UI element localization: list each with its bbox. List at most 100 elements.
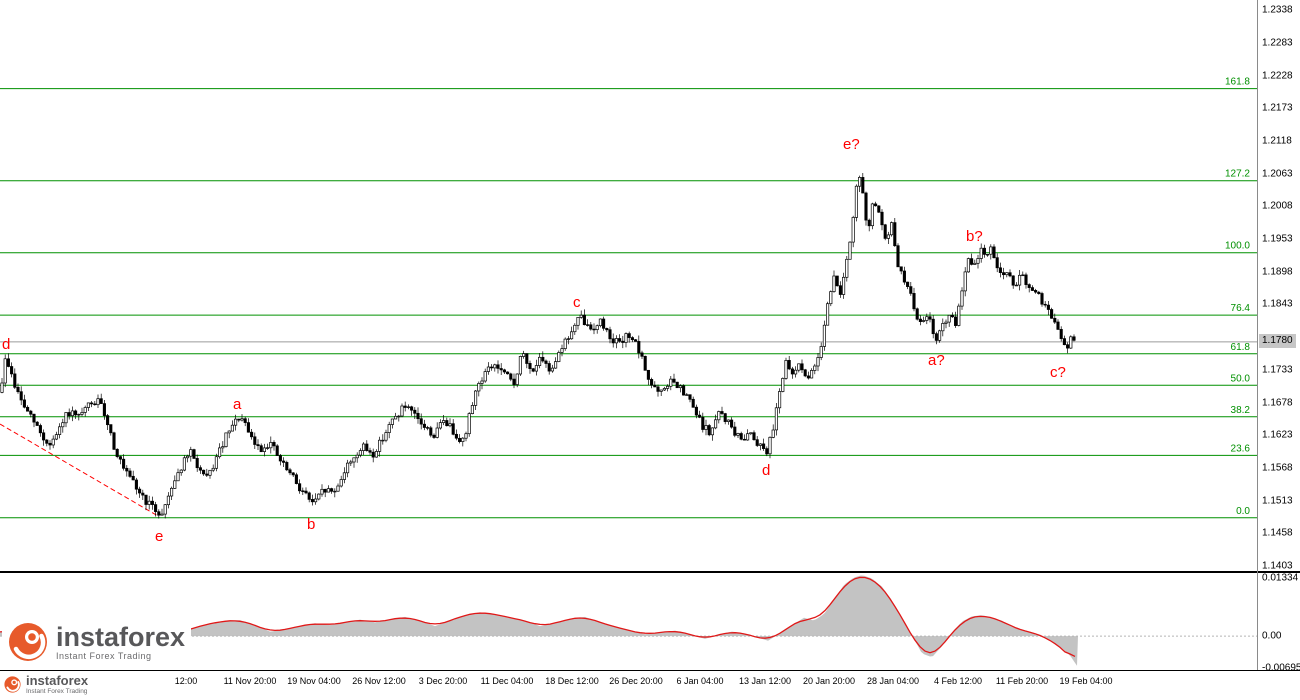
candle-body <box>1037 291 1041 294</box>
time-tick-label: 20 Jan 20:00 <box>802 676 856 686</box>
candle-body <box>390 418 394 425</box>
time-tick-label: 3 Dec 20:00 <box>418 676 468 686</box>
candle-body <box>1005 272 1009 276</box>
candle-body <box>182 457 186 471</box>
candle-body <box>333 490 337 493</box>
candle-body <box>384 432 388 441</box>
candle-body <box>534 365 538 372</box>
candle-body <box>730 419 734 428</box>
oscillator-scale-label: 0.01334 <box>1262 572 1299 584</box>
candle-body <box>733 426 737 436</box>
candle-body <box>525 353 529 364</box>
candle-body <box>531 368 535 372</box>
price-tick-label: 1.1513 <box>1262 495 1293 507</box>
candle-body <box>454 433 458 439</box>
candle-body <box>579 314 583 318</box>
candle-body <box>442 420 446 423</box>
candle-body <box>163 504 167 515</box>
candle-body <box>150 500 154 505</box>
candle-body <box>202 469 206 475</box>
candle-body <box>518 356 522 375</box>
brand-name: instaforex <box>56 621 186 652</box>
instaforex-watermark: instaforex Instant Forex Trading <box>2 619 192 665</box>
candle-body <box>992 246 996 259</box>
candle-body <box>240 418 244 421</box>
candle-body <box>192 449 196 459</box>
candle-body <box>288 469 292 474</box>
candle-body <box>752 432 756 441</box>
scale-separator <box>1257 0 1258 670</box>
candle-body <box>464 433 468 439</box>
candle-body <box>1072 336 1076 341</box>
candle-body <box>374 451 378 458</box>
candle-body <box>147 500 151 505</box>
time-tick-label: 11 Dec 04:00 <box>480 676 534 686</box>
candle-body <box>822 324 826 347</box>
candle-body <box>326 488 330 493</box>
candle-body <box>32 413 36 423</box>
candle-body <box>58 426 62 435</box>
candle-body <box>928 316 932 320</box>
candle-body <box>1011 275 1015 286</box>
candle-body <box>915 308 919 320</box>
candle-body <box>550 367 554 372</box>
candle-body <box>611 338 615 344</box>
candle-body <box>778 391 782 409</box>
candle-body <box>842 276 846 295</box>
candle-body <box>131 475 135 481</box>
candle-body <box>483 371 487 382</box>
candle-body <box>189 449 193 457</box>
candle-body <box>902 270 906 283</box>
candle-body <box>118 456 122 460</box>
candle-body <box>758 443 762 446</box>
candle-body <box>826 303 830 326</box>
candle-body <box>448 423 452 427</box>
candle-body <box>874 203 878 207</box>
candle-body <box>1040 293 1044 305</box>
candle-body <box>349 461 353 464</box>
candle-body <box>739 433 743 440</box>
candle-body <box>10 366 14 375</box>
fib-level-label: 61.8 <box>1231 342 1251 353</box>
candle-body <box>659 389 663 392</box>
candle-body <box>1021 274 1025 277</box>
candle-body <box>554 361 558 369</box>
candle-body <box>221 446 225 449</box>
candle-body <box>704 425 708 430</box>
candle-body <box>675 381 679 389</box>
candle-body <box>624 333 628 343</box>
candle-body <box>38 425 42 434</box>
candle-body <box>726 419 730 422</box>
candle-body <box>112 432 116 450</box>
time-axis[interactable]: 12:00 11 Nov 20:00 19 Nov 04:00 26 Nov 12:0… <box>0 674 1300 700</box>
candle-body <box>755 439 759 446</box>
candle-body <box>698 414 702 418</box>
candle-body <box>387 424 391 433</box>
candle-body <box>829 291 833 305</box>
candle-body <box>547 363 551 372</box>
candle-body <box>941 323 945 332</box>
candle-body <box>1034 290 1038 293</box>
instaforex-logo-icon <box>9 623 47 661</box>
time-tick-label: 13 Jan 12:00 <box>738 676 792 686</box>
time-tick-label: 19 Feb 04:00 <box>1059 676 1113 686</box>
candle-body <box>83 407 87 413</box>
candle-body <box>214 456 218 469</box>
candle-body <box>515 373 519 385</box>
candle-body <box>243 418 247 423</box>
candle-body <box>461 437 465 442</box>
candle-body <box>854 185 858 218</box>
candle-body <box>1018 274 1022 286</box>
candle-body <box>848 241 852 260</box>
candle-body <box>973 262 977 265</box>
price-tick-label: 1.2228 <box>1262 70 1293 81</box>
time-tick-label: 12:00 <box>174 676 198 686</box>
price-tick-label: 1.1678 <box>1262 397 1293 408</box>
candle-body <box>925 316 929 321</box>
candle-body <box>22 399 26 408</box>
candle-body <box>250 431 254 438</box>
oscillator-scale-label: -0.00695 <box>1262 662 1300 674</box>
candle-body <box>662 388 666 391</box>
